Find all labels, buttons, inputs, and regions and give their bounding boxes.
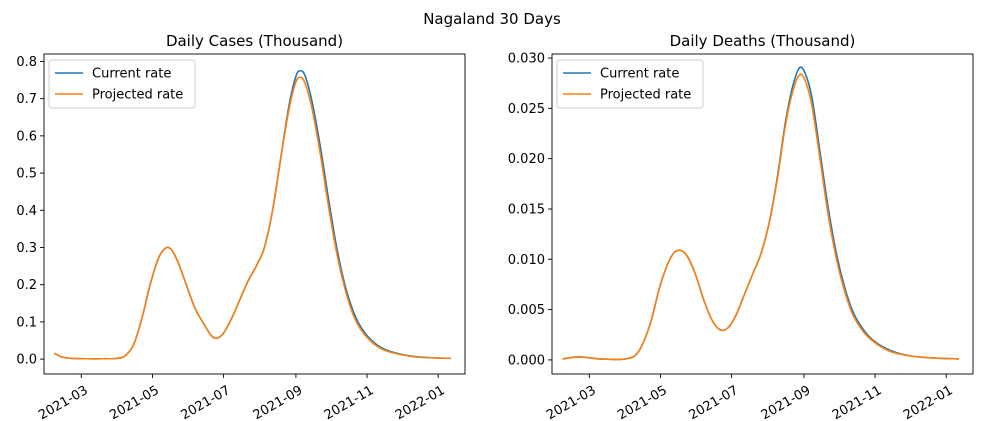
x-tick-label: 2021-11 bbox=[322, 383, 377, 421]
x-tick-label: 2021-07 bbox=[178, 383, 233, 421]
y-tick-label: 0.025 bbox=[508, 102, 545, 117]
x-tick-label: 2022-01 bbox=[901, 383, 956, 421]
y-tick-label: 0.7 bbox=[16, 92, 37, 107]
x-tick-label: 2021-05 bbox=[615, 383, 670, 421]
x-tick-label: 2021-03 bbox=[544, 383, 599, 421]
legend-box bbox=[48, 59, 196, 109]
x-tick-label: 2021-05 bbox=[107, 383, 162, 421]
plot-title: Daily Cases (Thousand) bbox=[166, 32, 343, 50]
series-lines bbox=[54, 69, 452, 360]
y-tick-label: 0.000 bbox=[508, 353, 545, 368]
plot-title: Daily Deaths (Thousand) bbox=[670, 32, 856, 50]
axes-frame bbox=[551, 53, 974, 375]
y-tick-label: 0.010 bbox=[508, 253, 545, 268]
y-tick-label: 0.020 bbox=[508, 152, 545, 167]
x-tick-label: 2021-11 bbox=[830, 383, 885, 421]
series-lines bbox=[562, 66, 960, 361]
y-tick-label: 0.2 bbox=[16, 278, 37, 293]
y-tick-label: 0.6 bbox=[16, 129, 37, 144]
y-tick-label: 0.4 bbox=[16, 204, 37, 219]
series-line-projected-rate bbox=[54, 76, 452, 360]
legend-label-current-rate: Current rate bbox=[600, 67, 679, 82]
legend-label-projected-rate: Projected rate bbox=[600, 88, 691, 103]
y-tick-label: 0.0 bbox=[16, 353, 37, 368]
y-tick-label: 0.030 bbox=[508, 52, 545, 67]
y-tick-label: 0.3 bbox=[16, 241, 37, 256]
deaths-chart: Daily Deaths (Thousand) 0.000 0.005 0.010 0.… bbox=[508, 32, 974, 421]
y-tick-label: 0.5 bbox=[16, 167, 37, 182]
x-tick-label: 2021-09 bbox=[251, 383, 306, 421]
y-tick-label: 0.005 bbox=[508, 303, 545, 318]
x-tick-label: 2021-09 bbox=[759, 383, 814, 421]
legend-box bbox=[556, 59, 704, 109]
y-tick-label: 0.1 bbox=[16, 315, 37, 330]
y-tick-label: 0.015 bbox=[508, 202, 545, 217]
x-tick-label: 2022-01 bbox=[393, 383, 448, 421]
x-tick-label: 2021-07 bbox=[686, 383, 741, 421]
figure-suptitle: Nagaland 30 Days bbox=[423, 10, 561, 28]
legend: Current rate Projected rate bbox=[48, 59, 196, 109]
x-tick-label: 2021-03 bbox=[36, 383, 91, 421]
cases-chart: Daily Cases (Thousand) 0.0 0.1 0.2 0.3 0.4 0.5… bbox=[16, 32, 466, 421]
legend-label-projected-rate: Projected rate bbox=[92, 88, 183, 103]
legend: Current rate Projected rate bbox=[556, 59, 704, 109]
y-tick-label: 0.8 bbox=[16, 55, 37, 70]
series-line-current-rate bbox=[562, 66, 960, 361]
series-line-current-rate bbox=[54, 69, 452, 360]
legend-label-current-rate: Current rate bbox=[92, 67, 171, 82]
series-line-projected-rate bbox=[562, 73, 960, 361]
axes-frame bbox=[43, 53, 466, 375]
